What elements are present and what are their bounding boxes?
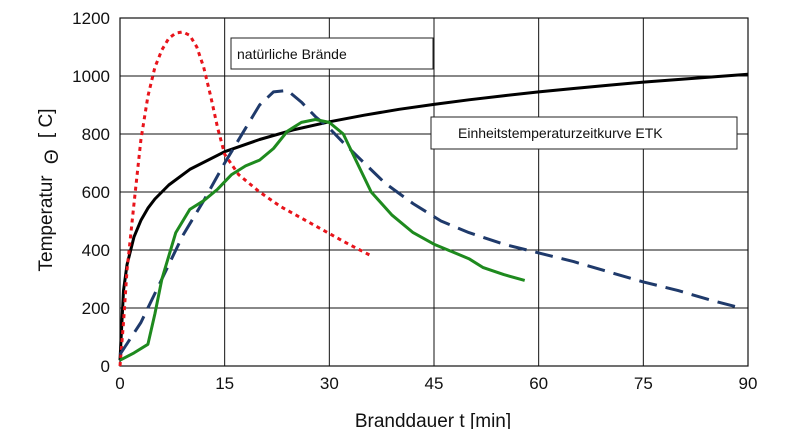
x-tick-label: 90	[739, 374, 758, 393]
annotation-etk: Einheitstemperaturzeitkurve ETK	[430, 116, 738, 150]
annotation-etk-box	[430, 116, 738, 150]
annotation-natural-fires: natürliche Brände	[230, 37, 434, 70]
y-tick-label: 800	[82, 125, 110, 144]
y-tick-label: 0	[101, 357, 110, 376]
tick-labels: 0 15 30 45 60 75 90 0 200 400 600 800 1000 1200	[72, 9, 757, 393]
y-tick-label: 1200	[72, 9, 110, 28]
x-tick-label: 45	[425, 374, 444, 393]
x-tick-label: 15	[215, 374, 234, 393]
x-tick-label: 30	[320, 374, 339, 393]
x-tick-label: 75	[634, 374, 653, 393]
y-tick-label: 400	[82, 241, 110, 260]
y-tick-label: 1000	[72, 67, 110, 86]
x-tick-label: 60	[529, 374, 548, 393]
y-axis-label-symbol: Θ	[42, 149, 63, 164]
series-natural-fire-blue-line	[118, 89, 742, 356]
y-axis-label: Temperatur Θ [ C]	[36, 108, 63, 271]
y-tick-label: 600	[82, 183, 110, 202]
y-axis-label-unit: [ C]	[36, 108, 57, 138]
series-natural-fire-red-line	[118, 30, 372, 367]
svg-text:Temperatur Θ [ C]: Temperatur Θ [ C]	[36, 108, 63, 271]
annotation-etk-label: Einheitstemperaturzeitkurve ETK	[458, 125, 663, 141]
x-tick-label: 0	[115, 374, 124, 393]
series-natural-fire-green-line	[119, 118, 526, 362]
y-axis-label-main: Temperatur	[36, 175, 57, 272]
annotation-natural-fires-box	[230, 37, 434, 70]
x-axis-label: Branddauer t [min]	[355, 411, 511, 429]
annotation-natural-fires-label: natürliche Brände	[237, 46, 347, 62]
series-lines	[118, 30, 749, 367]
y-tick-label: 200	[82, 299, 110, 318]
